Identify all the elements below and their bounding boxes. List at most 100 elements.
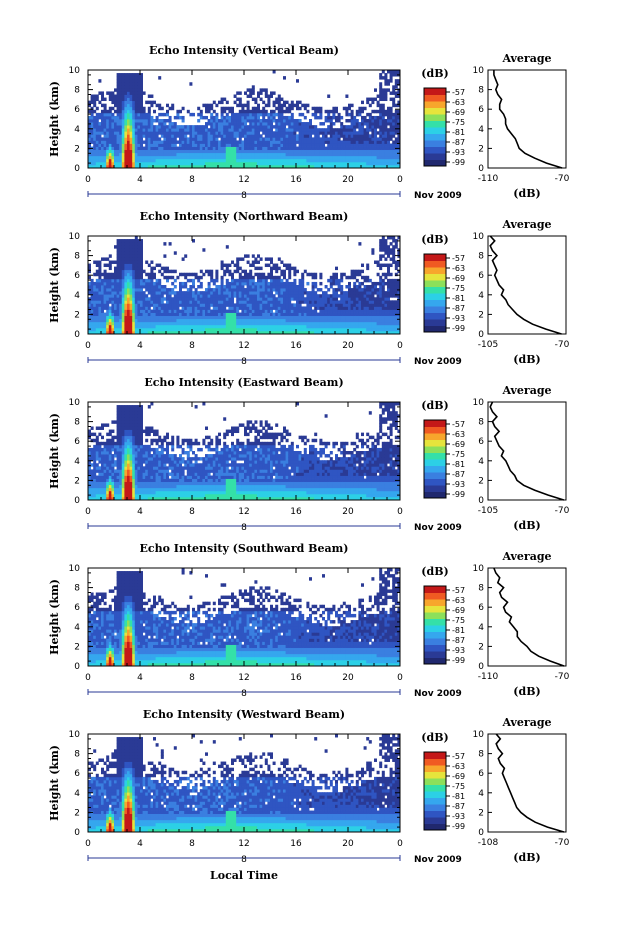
heatmap-cell	[335, 306, 338, 310]
heatmap-cell	[303, 312, 307, 317]
heatmap-cell	[194, 324, 198, 329]
heatmap-cell	[353, 318, 357, 323]
heatmap-cell	[306, 330, 310, 335]
heatmap-cell	[111, 128, 115, 132]
heatmap-cell	[316, 149, 320, 154]
heatmap-cell	[220, 281, 224, 286]
heatmap-cell	[283, 119, 286, 123]
heatmap-cell	[366, 164, 370, 169]
heatmap-cell	[153, 309, 156, 313]
heatmap-cell	[132, 248, 136, 252]
heatmap-cell	[124, 257, 128, 261]
heatmap-cell	[210, 294, 214, 298]
heatmap-cell	[106, 281, 110, 286]
heatmap-cell	[392, 306, 396, 310]
heatmap-cell	[119, 312, 123, 317]
heatmap-cell	[345, 285, 349, 289]
heatmap-cell	[114, 291, 117, 295]
heatmap-cell	[127, 248, 130, 252]
heatmap-cell	[194, 312, 198, 317]
heatmap-cell	[205, 152, 208, 157]
heatmap-cell	[93, 97, 97, 102]
y-tick-label: 2	[74, 144, 80, 154]
heatmap-cell	[160, 300, 164, 304]
heatmap-cell	[288, 115, 292, 120]
heatmap-cell	[124, 300, 128, 304]
heatmap-cell	[160, 140, 164, 144]
heatmap-cell	[192, 294, 195, 298]
heatmap-cell	[327, 143, 331, 147]
heatmap-cell	[392, 291, 396, 295]
heatmap-cell	[288, 161, 292, 166]
heatmap-cell	[270, 158, 273, 163]
heatmap-cell	[142, 309, 146, 313]
heatmap-cell	[371, 109, 375, 114]
heatmap-cell	[387, 294, 390, 298]
heatmap-cell	[384, 275, 388, 280]
heatmap-cell	[277, 128, 281, 132]
heatmap-cell	[270, 266, 273, 271]
heatmap-cell	[127, 122, 130, 126]
heatmap-cell	[171, 275, 175, 280]
heatmap-cell	[387, 272, 390, 277]
heatmap-cell	[257, 91, 260, 95]
heatmap-cell	[246, 324, 250, 329]
heatmap-cell	[90, 297, 94, 301]
heatmap-cell	[192, 131, 195, 135]
heatmap-cell	[381, 318, 385, 323]
heatmap-cell	[194, 318, 198, 323]
heatmap-cell	[145, 140, 149, 144]
heatmap-cell	[332, 164, 336, 169]
heatmap-cell	[114, 128, 117, 132]
heatmap-cell	[264, 109, 268, 114]
heatmap-cell	[368, 122, 372, 126]
heatmap-cell	[223, 106, 227, 111]
heatmap-cell	[335, 281, 338, 286]
heatmap-cell	[192, 140, 195, 144]
heatmap-cell	[116, 272, 120, 277]
heatmap-cell	[298, 128, 302, 132]
heatmap-cell	[121, 131, 125, 135]
heatmap-cell	[114, 245, 117, 249]
heatmap-cell	[114, 278, 117, 283]
heatmap-cell	[215, 288, 219, 292]
heatmap-cell	[350, 115, 354, 120]
heatmap-cell	[337, 158, 341, 163]
heatmap-cell	[93, 303, 97, 307]
heatmap-cell	[93, 109, 97, 114]
heatmap-cell	[363, 294, 367, 298]
heatmap-cell	[181, 324, 185, 329]
heatmap-cell	[137, 91, 141, 95]
heatmap-cell	[93, 330, 97, 335]
heatmap-cell	[142, 324, 146, 329]
heatmap-cell	[361, 318, 364, 323]
heatmap-cell	[275, 263, 279, 268]
heatmap-cell	[127, 115, 130, 120]
heatmap-cell	[127, 79, 130, 83]
heatmap-cell	[257, 306, 260, 310]
heatmap-cell	[233, 155, 237, 160]
heatmap-cell	[236, 158, 240, 163]
heatmap-cell	[142, 146, 146, 151]
heatmap-cell	[129, 122, 133, 126]
heatmap-cell	[231, 327, 234, 332]
heatmap-cell	[348, 321, 351, 326]
heatmap-cell	[98, 260, 102, 264]
heatmap-cell	[181, 303, 185, 307]
heatmap-cell	[376, 318, 380, 323]
heatmap-cell	[155, 152, 159, 157]
heatmap-cell	[228, 119, 232, 123]
heatmap-cell	[387, 306, 390, 310]
heatmap-cell	[95, 263, 99, 268]
heatmap-cell	[371, 125, 375, 129]
heatmap-cell	[236, 318, 240, 323]
heatmap-cell	[142, 291, 146, 295]
heatmap-cell	[140, 242, 143, 246]
heatmap-cell	[88, 321, 91, 326]
heatmap-cell	[376, 263, 380, 268]
heatmap-cell	[348, 330, 351, 335]
heatmap-cell	[101, 161, 104, 166]
heatmap-cell	[254, 291, 258, 295]
heatmap-cell	[93, 155, 97, 160]
heatmap-cell	[374, 306, 377, 310]
